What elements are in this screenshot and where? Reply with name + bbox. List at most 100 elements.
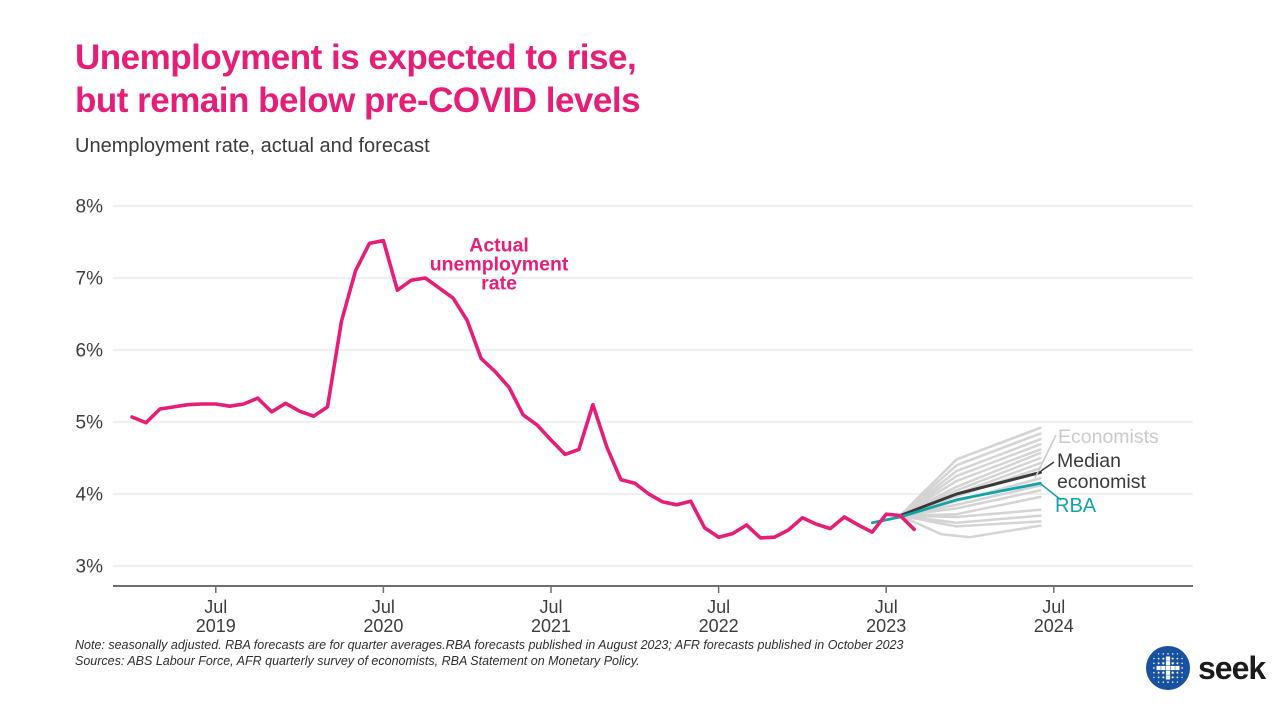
logo-plus-dot [1165,656,1171,661]
logo-plus-dot [1165,661,1171,666]
logo-dot [1162,676,1165,679]
logo-dot [1181,671,1183,674]
logo-dot [1181,667,1183,669]
y-tick-label: 6% [76,341,104,362]
x-tick-label-year: 2023 [866,616,906,636]
x-tick-label-year: 2019 [196,616,236,636]
logo-plus-dot [1161,665,1166,671]
rba-forecast-line [870,481,1042,525]
economist-line [898,432,1042,517]
page-title: Unemployment is expected to rise, but re… [75,36,641,122]
logo-dot [1157,653,1160,655]
rba-leader-line [1040,483,1062,501]
logo-dot [1162,671,1165,674]
footnote-line-1: Note: seasonally adjusted. RBA forecasts… [75,638,904,652]
median-label-line1: Median [1057,450,1121,472]
logo-plus-dot [1165,670,1171,675]
logo-dot [1171,653,1174,655]
logo-dot [1157,681,1160,683]
logo-dot [1153,657,1155,660]
unemployment-chart: 8% 7% 6% 5% 4% 3% Jul 2019 Jul 2020 Jul 2021 Jul 2022… [75,190,1200,640]
footnote-line-2: Sources: ABS Labour Force, AFR quarterly… [75,654,640,668]
logo-dot [1157,657,1160,660]
x-tick-label-month: Jul [372,597,395,617]
economist-line [898,426,1042,517]
logo-dot [1171,676,1174,679]
x-tick-label-month: Jul [1042,597,1065,617]
actual-annotation-line: unemployment [430,253,569,275]
logo-plus-dot [1165,675,1171,680]
x-tick-label-year: 2024 [1034,616,1074,636]
y-tick-label: 8% [76,197,104,218]
y-axis-labels: 8% 7% 6% 5% 4% 3% [76,197,104,578]
rba-line [870,481,1042,525]
economist-line [898,508,1042,519]
logo-dot [1153,667,1155,669]
actual-annotation-line: Actual [469,234,529,256]
logo-dot [1157,671,1160,674]
logo-dot [1153,662,1155,665]
economist-line [898,438,1042,517]
y-tick-label: 5% [76,413,104,434]
y-tick-label: 7% [76,269,104,290]
median-economist-line [898,470,1042,518]
logo-dot [1167,681,1169,683]
logo-dot [1181,657,1183,660]
seek-logo: seek [1145,645,1266,691]
economists-leader-line [1034,434,1057,479]
economists-label: Economists [1058,426,1159,448]
logo-dot [1153,676,1155,679]
economist-line [898,443,1042,517]
logo-dot [1167,653,1169,655]
footnotes: Note: seasonally adjusted. RBA forecasts… [75,637,903,669]
logo-dot [1157,676,1160,679]
logo-dot [1162,657,1165,660]
x-tick-label-year: 2020 [363,616,403,636]
x-tick-label-month: Jul [204,597,227,617]
logo-dot [1176,657,1179,660]
logo-dot [1176,653,1179,655]
logo-plus-dot [1165,665,1171,671]
economist-forecast-lines [898,426,1042,539]
chart-header: Unemployment is expected to rise, but re… [75,36,641,158]
x-tick-label-year: 2021 [531,616,571,636]
y-tick-label: 4% [76,485,104,506]
logo-plus-dot [1156,665,1161,671]
y-tick-label: 3% [76,557,104,578]
logo-dot [1162,681,1165,683]
logo-plus-dot [1170,665,1175,671]
economist-line [898,514,1042,528]
logo-dot [1171,662,1174,665]
logo-plus-dot [1175,665,1180,671]
logo-dot [1171,657,1174,660]
median-leader-line [1040,461,1055,472]
unemployment-chart-svg: 8%7%6%5%4%3%Jul2019Jul2020Jul2021Jul2022… [76,197,1193,636]
median-label-line2: economist [1057,471,1146,493]
rba-label: RBA [1055,495,1097,517]
logo-dot [1162,653,1165,655]
logo-dot [1171,681,1174,683]
x-tick-label-month: Jul [707,597,730,617]
seek-logo-icon [1146,646,1190,690]
logo-dot [1176,681,1179,683]
economist-line [898,489,1042,517]
logo-dot [1181,676,1183,679]
x-axis: Jul2019Jul2020Jul2021Jul2022Jul2023Jul20… [113,585,1193,636]
economist-line [898,448,1042,517]
logo-dot [1171,671,1174,674]
x-tick-label-month: Jul [875,597,898,617]
logo-dot [1181,662,1183,665]
y-gridlines [113,205,1193,567]
logo-dot [1162,662,1165,665]
economist-line [898,514,1042,539]
x-tick-label-month: Jul [539,597,562,617]
actual-line [130,238,916,540]
x-tick-label-year: 2022 [699,616,739,636]
logo-dot [1176,676,1179,679]
actual-unemployment-line [130,238,916,540]
logo-dot [1157,662,1160,665]
logo-dot [1153,671,1155,674]
